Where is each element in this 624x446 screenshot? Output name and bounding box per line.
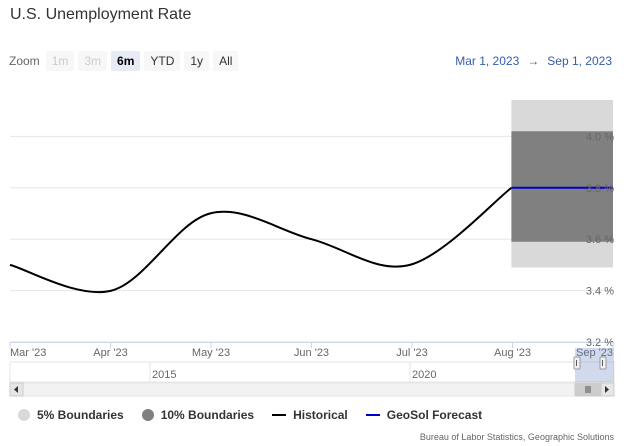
zoom-all-button[interactable]: All <box>213 51 239 71</box>
x-tick-label: Mar '23 <box>10 347 46 359</box>
historical-line <box>9 187 513 294</box>
x-tick-label: May '23 <box>192 347 230 359</box>
navigator-label: 2020 <box>412 369 436 381</box>
y-tick-label: 4.0 % <box>586 131 614 143</box>
legend-historical-symbol <box>272 414 287 416</box>
zoom-3m-button[interactable]: 3m <box>78 51 108 71</box>
x-tick-label: Jun '23 <box>294 347 329 359</box>
navigator-handle <box>599 356 607 370</box>
legend-forecast-label: GeoSol Forecast <box>386 408 483 422</box>
scroll-left-arrow-icon <box>14 386 18 393</box>
y-tick-label: 3.2 % <box>586 337 614 349</box>
y-tick-label: 3.4 % <box>586 286 614 298</box>
range-to-input[interactable]: Sep 1, 2023 <box>547 54 612 68</box>
navigator-label: 2015 <box>152 369 176 381</box>
scroll-right-arrow-icon <box>605 386 609 393</box>
legend-item-forecast[interactable]: GeoSol Forecast <box>365 408 483 422</box>
zoom-label: Zoom <box>9 54 40 68</box>
navigator-area <box>9 361 615 383</box>
legend-5pct-symbol <box>18 409 30 421</box>
chart-title: U.S. Unemployment Rate <box>10 6 192 23</box>
scrollbar-track <box>9 382 615 397</box>
x-tick-label: Apr '23 <box>93 347 128 359</box>
legend-forecast-symbol <box>365 414 380 416</box>
x-tick-label: Sep '23 <box>576 347 613 359</box>
x-tick-label: Aug '23 <box>494 347 531 359</box>
boundary-band <box>511 131 613 242</box>
credits: Bureau of Labor Statistics, Geographic S… <box>419 432 614 442</box>
legend-item-historical[interactable]: Historical <box>272 408 348 422</box>
legend-item-5pct[interactable]: 5% Boundaries <box>18 408 124 422</box>
legend-item-10pct[interactable]: 10% Boundaries <box>141 408 255 422</box>
range-arrow: → <box>527 54 540 68</box>
date-range: Mar 1, 2023 → Sep 1, 2023 <box>455 54 612 68</box>
legend-historical-label: Historical <box>293 408 348 422</box>
zoom-bar: Zoom 1m 3m 6m YTD 1y All <box>9 51 242 71</box>
zoom-6m-button[interactable]: 6m <box>111 51 141 71</box>
legend-10pct-label: 10% Boundaries <box>160 408 255 422</box>
legend-10pct-symbol <box>141 409 154 421</box>
navigator-handle <box>573 356 581 370</box>
zoom-1m-button[interactable]: 1m <box>45 51 75 71</box>
scrollbar-thumb <box>574 382 601 397</box>
legend: 5% Boundaries 10% Boundaries Historical … <box>18 408 500 422</box>
x-tick-label: Jul '23 <box>396 347 427 359</box>
zoom-ytd-button[interactable]: YTD <box>144 51 181 71</box>
navigator-selection <box>575 348 614 382</box>
zoom-1y-button[interactable]: 1y <box>184 51 210 71</box>
legend-5pct-label: 5% Boundaries <box>37 408 124 422</box>
range-from-input[interactable]: Mar 1, 2023 <box>455 54 520 68</box>
y-tick-label: 3.8 % <box>586 183 614 195</box>
y-tick-label: 3.6 % <box>586 234 614 246</box>
